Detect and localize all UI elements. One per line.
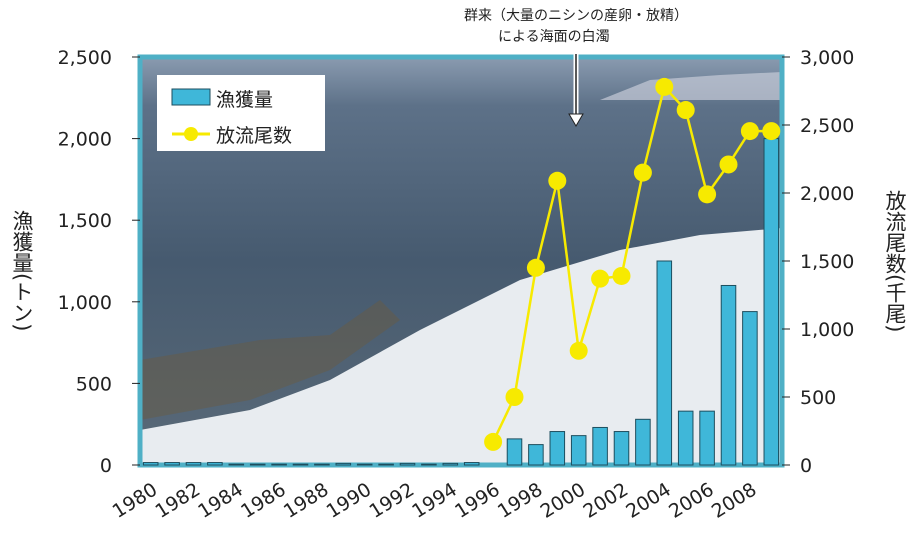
x-tick-label: 1980 xyxy=(109,479,162,523)
y2-tick-label: 0 xyxy=(800,455,812,477)
y-tick-label: 1,000 xyxy=(58,292,112,314)
y2-tick-label: 2,500 xyxy=(800,115,854,137)
y2-tick-label: 1,500 xyxy=(800,251,854,273)
x-tick-label: 1984 xyxy=(194,479,247,523)
line-marker xyxy=(698,185,716,203)
bar xyxy=(143,463,158,465)
bar xyxy=(315,464,330,465)
bar xyxy=(186,463,201,465)
x-tick-label: 2002 xyxy=(579,479,632,523)
line-marker xyxy=(655,78,673,96)
bar xyxy=(529,445,544,465)
y2-tick-label: 2,000 xyxy=(800,183,854,205)
bar xyxy=(636,419,651,465)
line-marker xyxy=(570,342,588,360)
legend-swatch xyxy=(184,127,198,141)
line-marker xyxy=(762,122,780,140)
bar xyxy=(336,463,351,465)
bar xyxy=(272,464,287,465)
annotation: 群来（大量のニシンの産卵・放精） xyxy=(464,8,688,24)
line-marker xyxy=(741,122,759,140)
bar xyxy=(550,432,565,465)
x-tick-label: 2008 xyxy=(708,479,761,523)
annotation: による海面の白濁 xyxy=(498,29,610,45)
x-tick-label: 1986 xyxy=(237,479,290,523)
x-tick-label: 2000 xyxy=(537,479,590,523)
bar xyxy=(165,463,180,465)
bar xyxy=(593,427,608,465)
bar xyxy=(721,285,736,465)
y-tick-label: 2,500 xyxy=(58,47,112,69)
bar xyxy=(379,464,394,465)
legend-label: 漁獲量 xyxy=(216,89,273,111)
bar xyxy=(678,411,693,465)
y-tick-label: 2,000 xyxy=(58,129,112,151)
bar xyxy=(443,463,458,465)
line-marker xyxy=(634,164,652,182)
bar xyxy=(507,439,522,465)
line-marker xyxy=(591,270,609,288)
bar xyxy=(614,432,629,465)
bar xyxy=(208,463,223,465)
x-tick-label: 2004 xyxy=(622,479,675,523)
line-marker xyxy=(506,388,524,406)
bar xyxy=(400,463,415,465)
y-tick-label: 500 xyxy=(76,373,112,395)
bar xyxy=(700,411,715,465)
y-tick-label: 0 xyxy=(100,455,112,477)
line-marker xyxy=(548,172,566,190)
bar xyxy=(743,312,758,465)
y-axis-label: 漁獲量(トン) xyxy=(10,210,34,331)
y2-axis-label: 放流尾数(千尾) xyxy=(883,190,907,332)
bar xyxy=(250,464,265,465)
x-tick-label: 1990 xyxy=(323,479,376,523)
line-marker xyxy=(613,267,631,285)
x-tick-label: 1982 xyxy=(151,479,204,523)
line-marker xyxy=(677,101,695,119)
x-tick-label: 1998 xyxy=(494,479,547,523)
x-tick-label: 1994 xyxy=(408,479,461,523)
bar xyxy=(764,139,779,465)
chart: 漁獲量(トン) 放流尾数(千尾) 群来（大量のニシンの産卵・放精） による海面の… xyxy=(0,0,907,539)
line-marker xyxy=(484,433,502,451)
y2-tick-label: 1,000 xyxy=(800,319,854,341)
line-marker xyxy=(720,155,738,173)
bar xyxy=(293,464,308,465)
bar xyxy=(229,464,244,465)
y2-tick-label: 3,000 xyxy=(800,47,854,69)
x-tick-label: 1992 xyxy=(365,479,418,523)
y2-tick-label: 500 xyxy=(800,387,836,409)
bar xyxy=(464,463,479,465)
legend-label: 放流尾数 xyxy=(216,125,292,147)
line-marker xyxy=(527,259,545,277)
x-tick-label: 1988 xyxy=(280,479,333,523)
x-tick-label: 2006 xyxy=(665,479,718,523)
legend-swatch xyxy=(172,89,210,105)
x-tick-label: 1996 xyxy=(451,479,504,523)
bar xyxy=(357,464,372,465)
bar xyxy=(657,261,672,465)
bar xyxy=(422,464,437,465)
y-tick-label: 1,500 xyxy=(58,210,112,232)
bar xyxy=(571,436,586,465)
